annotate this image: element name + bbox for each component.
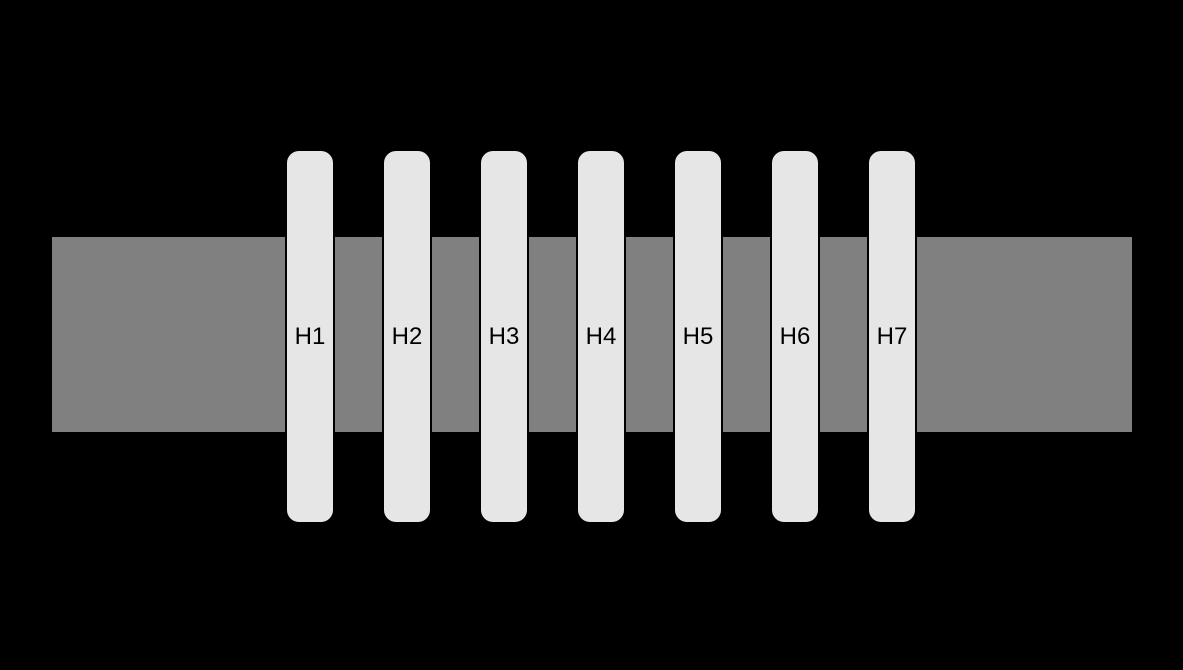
- diagram-canvas: H1 H2 H3 H4 H5 H6 H7: [0, 0, 1183, 670]
- helix-label: H4: [586, 323, 617, 351]
- transmembrane-helix-4: H4: [576, 149, 626, 524]
- transmembrane-helix-5: H5: [673, 149, 723, 524]
- helix-label: H7: [877, 323, 908, 351]
- helix-label: H3: [489, 323, 520, 351]
- transmembrane-helix-6: H6: [770, 149, 820, 524]
- helix-label: H1: [295, 323, 326, 351]
- transmembrane-helix-3: H3: [479, 149, 529, 524]
- helix-label: H2: [392, 323, 423, 351]
- transmembrane-helix-1: H1: [285, 149, 335, 524]
- helix-label: H6: [780, 323, 811, 351]
- helix-label: H5: [683, 323, 714, 351]
- transmembrane-helix-7: H7: [867, 149, 917, 524]
- transmembrane-helix-2: H2: [382, 149, 432, 524]
